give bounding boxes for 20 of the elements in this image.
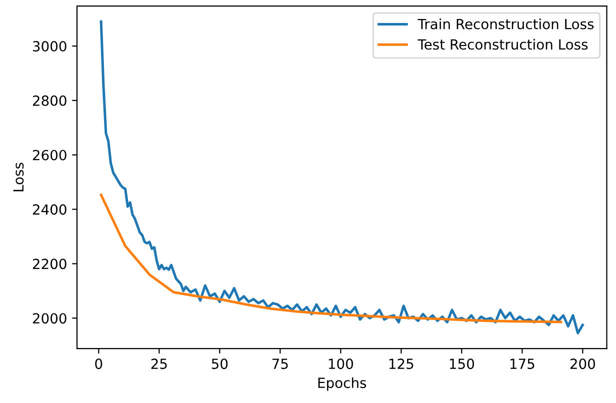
y-tick-label: 2400 [32, 204, 66, 215]
x-tick-label: 175 [510, 358, 534, 370]
x-tick-label: 0 [95, 358, 102, 370]
x-tick-label: 150 [450, 358, 474, 370]
x-tick-label: 25 [151, 358, 167, 370]
line-series [100, 194, 562, 324]
legend-label: Test Reconstruction Loss [418, 38, 588, 50]
x-tick-label: 50 [212, 358, 228, 370]
x-tick-label: 125 [389, 358, 414, 370]
y-tick-label: 2600 [32, 150, 66, 160]
x-axis-title: Epochs [318, 377, 366, 391]
y-axis-title: Loss [13, 162, 24, 192]
x-tick-label: 200 [570, 358, 596, 370]
x-tick-label: 100 [328, 358, 353, 370]
y-tick-label: 2000 [32, 313, 66, 324]
x-tick-label: 75 [272, 358, 288, 370]
y-tick-label: 2200 [32, 258, 66, 270]
y-tick-label: 2800 [32, 95, 66, 106]
legend-label: Train Reconstruction Loss [418, 18, 594, 30]
y-tick-label: 3000 [32, 41, 66, 52]
